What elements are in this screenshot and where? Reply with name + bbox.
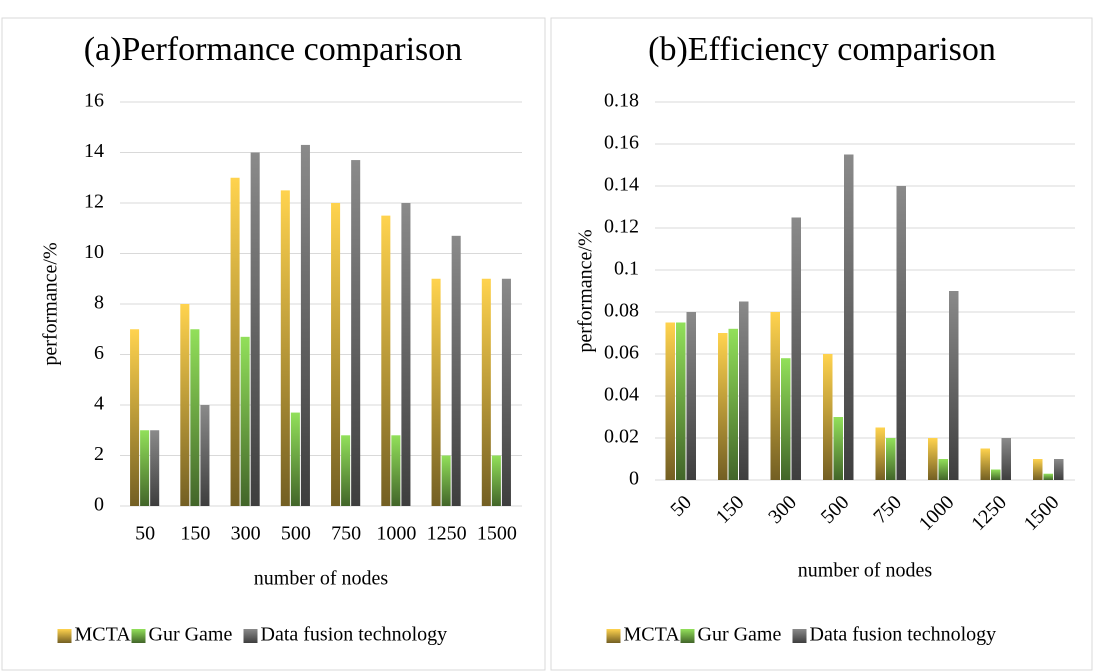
- bar: [980, 448, 990, 480]
- bar: [1043, 473, 1053, 480]
- x-axis-label: number of nodes: [798, 560, 933, 582]
- legend-swatch: [243, 629, 258, 643]
- x-axis-label: number of nodes: [254, 568, 389, 590]
- y-tick-label: 0.02: [604, 426, 639, 448]
- y-tick-label: 0.06: [604, 342, 639, 364]
- y-tick-label: 0.18: [604, 90, 639, 112]
- y-tick-label: 0: [94, 494, 104, 516]
- y-tick-label: 0.16: [604, 132, 639, 154]
- chart-title: (b)Efficiency comparison: [648, 31, 996, 68]
- bar: [928, 438, 938, 480]
- bar: [823, 354, 833, 480]
- legend-swatch: [131, 629, 146, 643]
- x-tick-label: 300: [231, 523, 261, 545]
- bar: [1054, 459, 1064, 480]
- bar: [341, 435, 351, 506]
- bar: [501, 278, 511, 506]
- panel-frame: [550, 17, 1093, 671]
- y-tick-label: 2: [94, 443, 104, 465]
- bar: [250, 152, 260, 506]
- x-tick-label: 1500: [477, 523, 517, 545]
- x-tick-label: 150: [180, 523, 210, 545]
- bar: [676, 322, 686, 480]
- bar: [833, 417, 843, 480]
- chart-title: (a)Performance comparison: [84, 31, 463, 68]
- y-tick-label: 0.04: [604, 384, 639, 406]
- bar: [686, 312, 696, 480]
- bar: [130, 329, 140, 506]
- legend-swatch: [606, 629, 621, 643]
- x-tick-label: 1250: [427, 523, 467, 545]
- bar: [140, 430, 150, 506]
- bar: [451, 235, 461, 506]
- legend-label: Data fusion technology: [810, 624, 997, 646]
- y-tick-label: 16: [84, 90, 104, 112]
- bar: [938, 459, 948, 480]
- y-tick-label: 6: [94, 342, 104, 364]
- y-tick-label: 0.1: [614, 258, 639, 280]
- bar: [280, 190, 290, 506]
- bar: [791, 217, 801, 480]
- y-tick-label: 0.08: [604, 300, 639, 322]
- legend-swatch: [680, 629, 695, 643]
- bar: [290, 412, 300, 506]
- bar: [401, 203, 411, 506]
- bar: [991, 469, 1001, 480]
- y-tick-label: 0.12: [604, 216, 639, 238]
- legend-label: Gur Game: [149, 624, 233, 646]
- bar: [491, 455, 501, 506]
- legend-label: MCTA: [75, 624, 132, 646]
- bar: [381, 215, 391, 506]
- bar: [351, 160, 361, 506]
- bar: [949, 291, 959, 480]
- y-tick-label: 8: [94, 292, 104, 314]
- x-tick-label: 750: [331, 523, 361, 545]
- bar: [665, 322, 675, 480]
- bar: [718, 333, 728, 480]
- bar: [739, 301, 749, 480]
- legend-label: Data fusion technology: [261, 624, 448, 646]
- legend-label: Gur Game: [698, 624, 782, 646]
- bar: [441, 455, 451, 506]
- bar: [391, 435, 401, 506]
- y-axis-label: performance/%: [575, 229, 597, 352]
- y-tick-label: 12: [84, 191, 104, 213]
- bar: [1033, 459, 1043, 480]
- bar: [300, 144, 310, 507]
- bar: [770, 312, 780, 480]
- x-tick-label: 1000: [376, 523, 416, 545]
- bar: [781, 358, 791, 480]
- bar: [190, 329, 200, 506]
- bar: [896, 186, 906, 480]
- y-tick-label: 0.14: [604, 174, 639, 196]
- x-tick-label: 50: [135, 523, 155, 545]
- y-tick-label: 10: [84, 241, 104, 263]
- bar: [875, 427, 885, 480]
- y-tick-label: 14: [84, 140, 104, 162]
- y-axis-label: performance/%: [40, 242, 62, 365]
- legend-swatch: [57, 629, 72, 643]
- x-tick-label: 500: [281, 523, 311, 545]
- bar: [481, 278, 491, 506]
- bar: [200, 405, 210, 506]
- bar: [431, 278, 441, 506]
- legend-swatch: [792, 629, 807, 643]
- bar: [240, 336, 250, 506]
- bar: [331, 203, 341, 506]
- y-tick-label: 4: [94, 393, 104, 415]
- bar: [886, 438, 896, 480]
- bar: [728, 328, 738, 480]
- legend-label: MCTA: [624, 624, 681, 646]
- bar: [230, 177, 240, 506]
- bar: [180, 304, 190, 506]
- bar: [1001, 438, 1011, 480]
- bar: [150, 430, 160, 506]
- bar: [844, 154, 854, 480]
- y-tick-label: 0: [629, 468, 639, 490]
